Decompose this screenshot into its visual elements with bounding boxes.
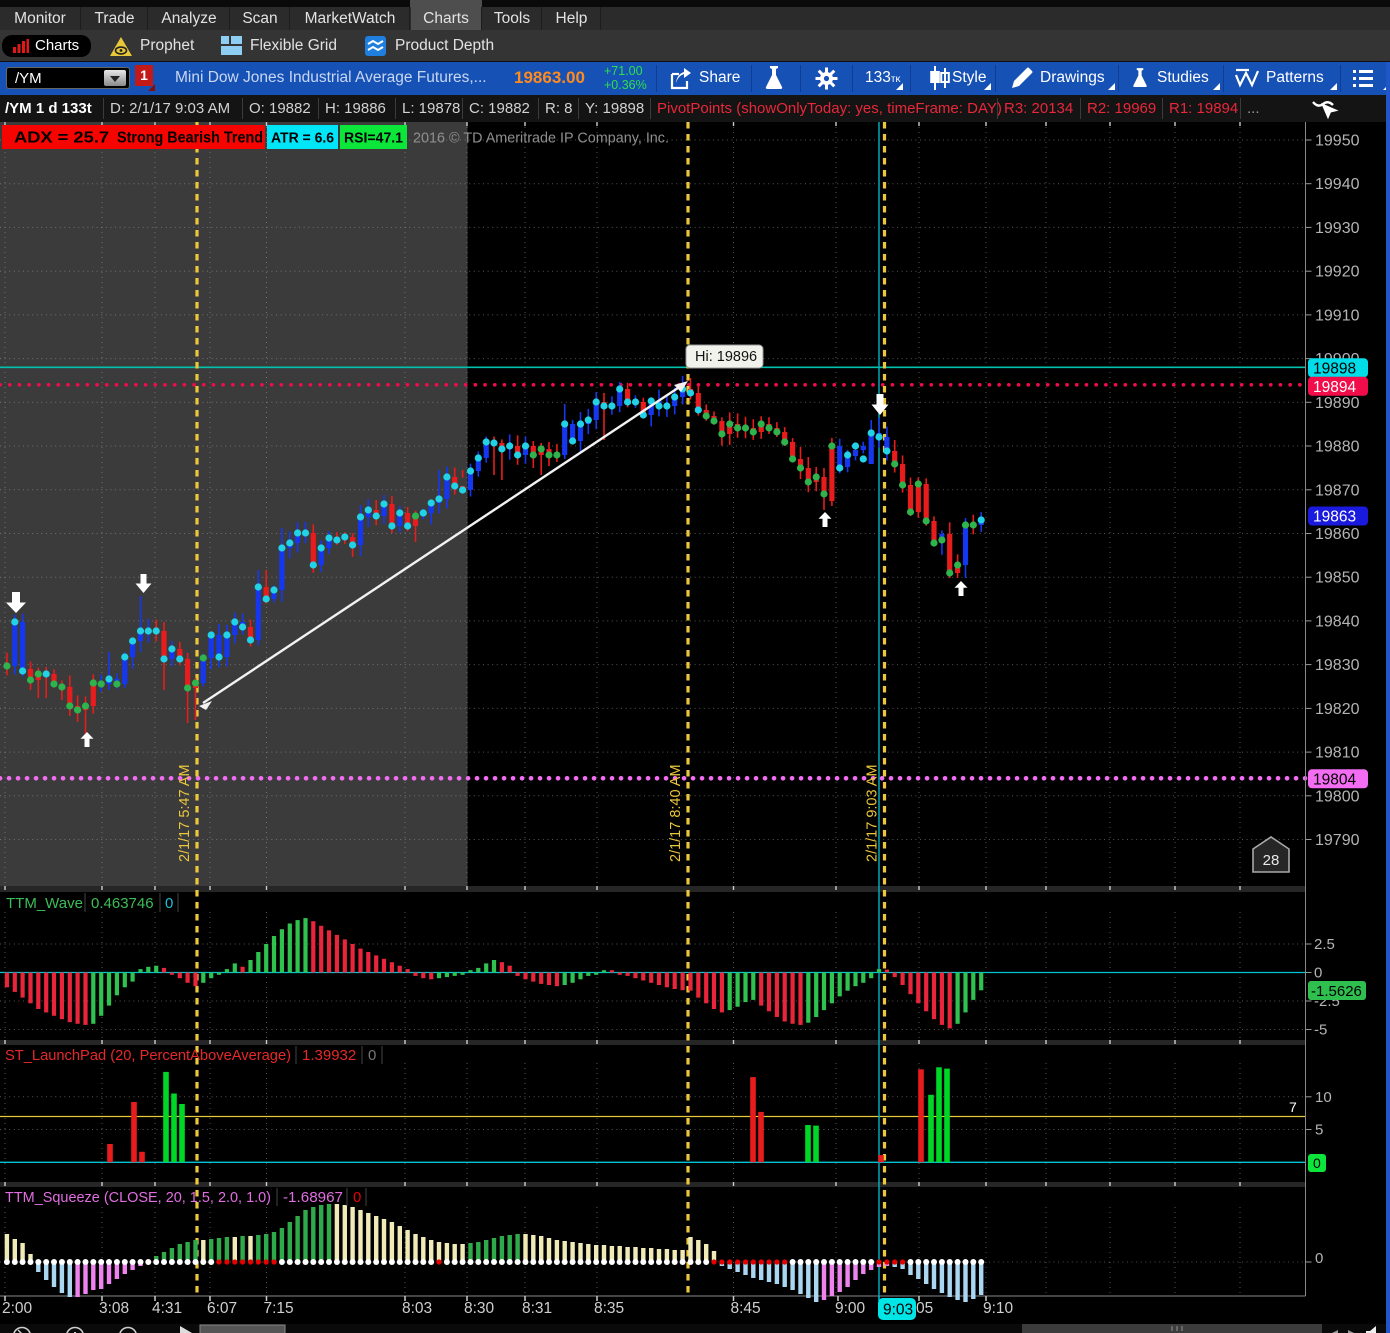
svg-text:ADX = 25.7: ADX = 25.7 [14, 130, 109, 147]
svg-text:2:00: 2:00 [2, 1300, 33, 1317]
svg-text:0: 0 [1315, 1250, 1323, 1267]
svg-text:19920: 19920 [1315, 264, 1360, 281]
svg-text:19820: 19820 [1315, 701, 1360, 718]
svg-text:19910: 19910 [1315, 307, 1360, 324]
svg-text:-5: -5 [1314, 1022, 1327, 1039]
svg-text:19840: 19840 [1315, 613, 1360, 630]
svg-text:RSI=47.1: RSI=47.1 [344, 130, 403, 147]
svg-text:2.5: 2.5 [1314, 936, 1335, 953]
svg-text:7:15: 7:15 [264, 1300, 294, 1317]
svg-text:19850: 19850 [1315, 570, 1360, 587]
svg-text:19870: 19870 [1315, 482, 1360, 499]
svg-text:9:03: 9:03 [883, 1302, 913, 1319]
svg-text:19860: 19860 [1315, 526, 1360, 543]
svg-text:9:00: 9:00 [835, 1300, 866, 1317]
svg-text:0: 0 [1313, 1155, 1321, 1171]
svg-text:19894: 19894 [1313, 379, 1356, 396]
svg-text:0: 0 [1314, 965, 1322, 982]
svg-text:19898: 19898 [1313, 360, 1356, 377]
svg-text:9:10: 9:10 [983, 1300, 1014, 1317]
svg-text:2016 © TD Ameritrade IP Compan: 2016 © TD Ameritrade IP Company, Inc. [413, 130, 669, 147]
svg-text:0.463746: 0.463746 [91, 895, 154, 912]
svg-text:19810: 19810 [1315, 745, 1360, 762]
svg-text:-1.5626: -1.5626 [1311, 983, 1362, 1000]
svg-text:Strong Bearish Trend: Strong Bearish Trend [117, 130, 263, 147]
svg-text:19880: 19880 [1315, 439, 1360, 456]
svg-text:19804: 19804 [1313, 771, 1356, 788]
svg-text:0: 0 [368, 1047, 376, 1064]
svg-text:2/1/17 5:47 AM: 2/1/17 5:47 AM [177, 764, 193, 862]
svg-text:Hi: 19896: Hi: 19896 [695, 349, 757, 365]
svg-text:5: 5 [1315, 1122, 1323, 1139]
svg-text:19930: 19930 [1315, 220, 1360, 237]
svg-text:19940: 19940 [1315, 176, 1360, 193]
svg-text:8:35: 8:35 [594, 1300, 624, 1317]
svg-text:ATR = 6.6: ATR = 6.6 [271, 130, 334, 147]
svg-text:19863: 19863 [1313, 509, 1356, 526]
svg-text:05: 05 [916, 1300, 933, 1317]
svg-text:8:03: 8:03 [402, 1300, 432, 1317]
svg-text:0: 0 [165, 895, 173, 912]
svg-text:6:07: 6:07 [207, 1300, 237, 1317]
svg-text:2/1/17 9:03 AM: 2/1/17 9:03 AM [865, 764, 881, 862]
svg-text:7: 7 [1289, 1099, 1297, 1115]
svg-text:8:31: 8:31 [522, 1300, 552, 1317]
svg-text:TTM_Squeeze (CLOSE, 20, 1.5, 2: TTM_Squeeze (CLOSE, 20, 1.5, 2.0, 1.0) [5, 1189, 271, 1206]
svg-text:19890: 19890 [1315, 395, 1360, 412]
svg-text:19950: 19950 [1315, 133, 1360, 150]
svg-text:ST_LaunchPad (20, PercentAbove: ST_LaunchPad (20, PercentAboveAverage) [5, 1047, 291, 1064]
svg-text:TTM_Wave: TTM_Wave [6, 895, 83, 912]
svg-text:8:30: 8:30 [464, 1300, 495, 1317]
svg-text:28: 28 [1263, 852, 1280, 869]
svg-text:4:31: 4:31 [152, 1300, 182, 1317]
svg-text:0: 0 [353, 1189, 361, 1206]
svg-text:8:45: 8:45 [731, 1300, 761, 1317]
svg-text:3:08: 3:08 [99, 1300, 129, 1317]
svg-text:19830: 19830 [1315, 657, 1360, 674]
svg-text:19790: 19790 [1315, 832, 1360, 849]
svg-text:-1.68967: -1.68967 [283, 1189, 343, 1206]
svg-text:10: 10 [1315, 1089, 1332, 1106]
svg-text:1.39932: 1.39932 [302, 1047, 356, 1064]
svg-text:2/1/17 8:40 AM: 2/1/17 8:40 AM [668, 764, 684, 862]
svg-text:19800: 19800 [1315, 788, 1360, 805]
